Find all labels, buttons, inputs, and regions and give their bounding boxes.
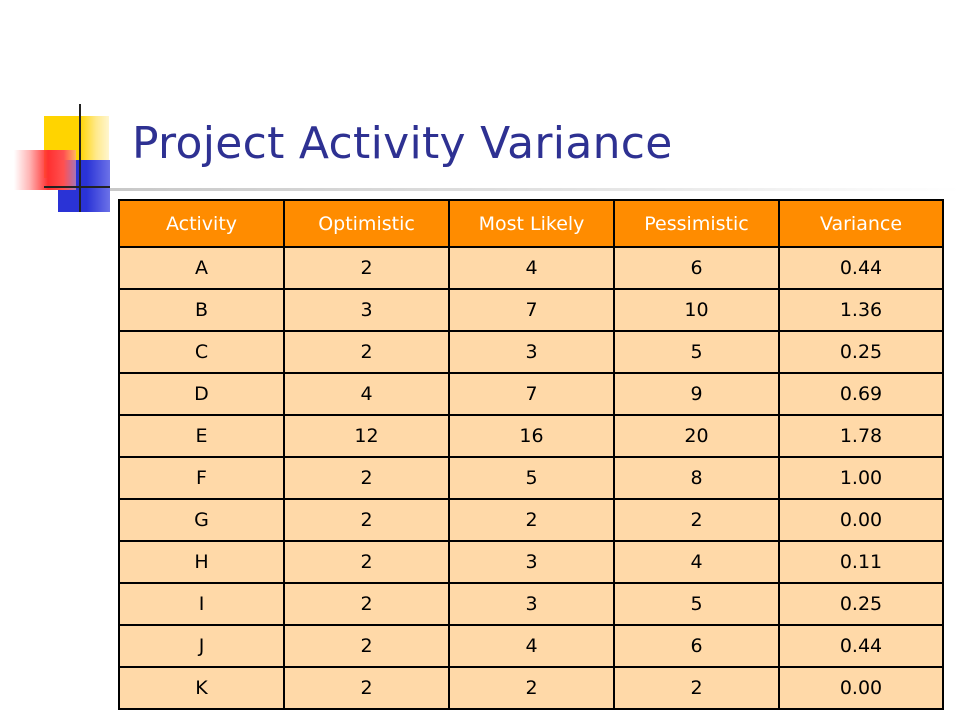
cell-variance: 0.00 (778, 498, 944, 542)
cell-activity: B (118, 288, 285, 332)
cell-activity: D (118, 372, 285, 416)
cell-pessimistic: 5 (613, 330, 780, 374)
cell-optimistic: 3 (283, 288, 450, 332)
cell-variance: 0.44 (778, 624, 944, 668)
table-row: F 2 5 8 1.00 (118, 456, 944, 500)
cell-most-likely: 7 (448, 372, 615, 416)
cell-pessimistic: 2 (613, 498, 780, 542)
cell-optimistic: 2 (283, 540, 450, 584)
cell-optimistic: 2 (283, 498, 450, 542)
cell-optimistic: 2 (283, 330, 450, 374)
cell-pessimistic: 6 (613, 246, 780, 290)
cell-variance: 1.36 (778, 288, 944, 332)
cell-pessimistic: 20 (613, 414, 780, 458)
cell-variance: 0.11 (778, 540, 944, 584)
table-row: D 4 7 9 0.69 (118, 372, 944, 416)
table-row: G 2 2 2 0.00 (118, 498, 944, 542)
table-row: H 2 3 4 0.11 (118, 540, 944, 584)
cell-activity: K (118, 666, 285, 710)
cell-optimistic: 4 (283, 372, 450, 416)
header-most-likely: Most Likely (448, 199, 615, 248)
cell-activity: H (118, 540, 285, 584)
slide-title: Project Activity Variance (132, 118, 673, 169)
cell-pessimistic: 5 (613, 582, 780, 626)
cell-activity: E (118, 414, 285, 458)
cell-most-likely: 2 (448, 498, 615, 542)
cell-most-likely: 3 (448, 330, 615, 374)
cell-optimistic: 2 (283, 582, 450, 626)
header-optimistic: Optimistic (283, 199, 450, 248)
table-row: I 2 3 5 0.25 (118, 582, 944, 626)
decor-red-bar (14, 150, 76, 190)
decor-horizontal-line (44, 186, 110, 188)
cell-variance: 1.78 (778, 414, 944, 458)
header-variance: Variance (778, 199, 944, 248)
table-row: J 2 4 6 0.44 (118, 624, 944, 668)
cell-pessimistic: 9 (613, 372, 780, 416)
cell-most-likely: 4 (448, 624, 615, 668)
cell-pessimistic: 2 (613, 666, 780, 710)
table-row: E 12 16 20 1.78 (118, 414, 944, 458)
cell-pessimistic: 10 (613, 288, 780, 332)
cell-variance: 0.25 (778, 330, 944, 374)
table-header-row: Activity Optimistic Most Likely Pessimistic… (118, 199, 944, 248)
cell-activity: J (118, 624, 285, 668)
cell-activity: I (118, 582, 285, 626)
cell-most-likely: 16 (448, 414, 615, 458)
table-row: B 3 7 10 1.36 (118, 288, 944, 332)
cell-activity: G (118, 498, 285, 542)
cell-activity: C (118, 330, 285, 374)
cell-optimistic: 2 (283, 624, 450, 668)
cell-variance: 0.69 (778, 372, 944, 416)
table-row: C 2 3 5 0.25 (118, 330, 944, 374)
cell-pessimistic: 6 (613, 624, 780, 668)
cell-most-likely: 7 (448, 288, 615, 332)
table-row: K 2 2 2 0.00 (118, 666, 944, 710)
cell-most-likely: 3 (448, 582, 615, 626)
cell-optimistic: 2 (283, 666, 450, 710)
cell-variance: 0.00 (778, 666, 944, 710)
table-body: A 2 4 6 0.44 B 3 7 10 1.36 C 2 3 5 0.25 D 4 7 9 0.69 E 12 16 20… (118, 246, 944, 710)
decor-vertical-line (79, 104, 81, 212)
title-underline-rule (110, 188, 960, 191)
cell-most-likely: 5 (448, 456, 615, 500)
cell-optimistic: 2 (283, 246, 450, 290)
header-pessimistic: Pessimistic (613, 199, 780, 248)
cell-optimistic: 2 (283, 456, 450, 500)
cell-optimistic: 12 (283, 414, 450, 458)
cell-most-likely: 4 (448, 246, 615, 290)
cell-pessimistic: 8 (613, 456, 780, 500)
header-activity: Activity (118, 199, 285, 248)
variance-table: Activity Optimistic Most Likely Pessimistic… (118, 199, 944, 710)
cell-activity: A (118, 246, 285, 290)
cell-variance: 1.00 (778, 456, 944, 500)
cell-variance: 0.25 (778, 582, 944, 626)
cell-most-likely: 2 (448, 666, 615, 710)
cell-pessimistic: 4 (613, 540, 780, 584)
cell-activity: F (118, 456, 285, 500)
cell-most-likely: 3 (448, 540, 615, 584)
cell-variance: 0.44 (778, 246, 944, 290)
table-row: A 2 4 6 0.44 (118, 246, 944, 290)
